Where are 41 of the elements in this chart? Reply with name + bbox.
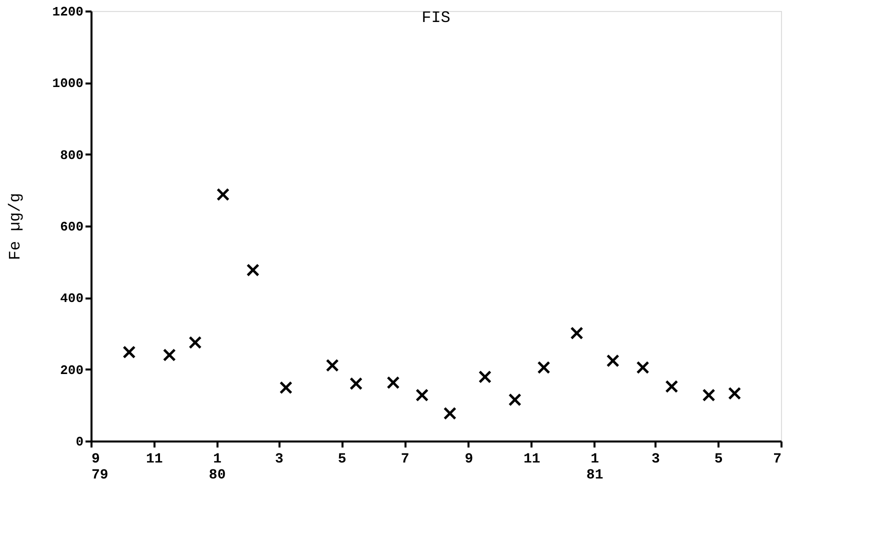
y-tick-label: 200 xyxy=(60,362,84,378)
point xyxy=(216,188,230,201)
point xyxy=(279,381,292,394)
point xyxy=(665,380,678,394)
point xyxy=(350,377,363,390)
x-tick-label: 7 xyxy=(773,452,782,468)
point xyxy=(728,386,742,400)
point xyxy=(537,361,550,374)
y-tick-label: 400 xyxy=(60,291,84,306)
x-tick-label: 7 xyxy=(400,452,410,468)
point xyxy=(702,388,716,402)
x-tick-label: 5 xyxy=(338,452,346,468)
x-tick-label: 1 81 xyxy=(586,452,604,484)
point xyxy=(478,370,492,384)
y-axis-title: Fe µg/g xyxy=(6,192,24,260)
point xyxy=(188,336,202,349)
x-tick-label: 9 xyxy=(464,452,474,468)
x-tick-label: 11 xyxy=(146,452,163,468)
y-tick-label: 600 xyxy=(60,220,84,234)
x-tick-label: 5 xyxy=(714,452,723,468)
y-tick-label: 800 xyxy=(60,148,84,163)
point xyxy=(606,354,620,368)
point xyxy=(508,393,522,406)
y-tick-label: 1000 xyxy=(52,76,84,92)
point xyxy=(162,348,176,362)
x-tick-label: 3 xyxy=(651,452,660,468)
point xyxy=(570,326,584,340)
point xyxy=(246,264,260,277)
y-tick-label: 1200 xyxy=(52,4,84,20)
chart-title: FIS xyxy=(422,9,450,27)
point xyxy=(326,358,339,372)
point xyxy=(122,346,136,359)
x-tick-label: 9 79 xyxy=(92,452,108,484)
x-tick-label: 1 80 xyxy=(208,452,226,484)
point xyxy=(416,388,429,402)
point xyxy=(443,406,456,420)
y-tick-label: 0 xyxy=(76,434,84,450)
x-tick-label: 3 xyxy=(275,452,284,468)
point xyxy=(386,376,400,390)
x-tick-label: 11 xyxy=(523,452,540,468)
point xyxy=(636,361,650,374)
